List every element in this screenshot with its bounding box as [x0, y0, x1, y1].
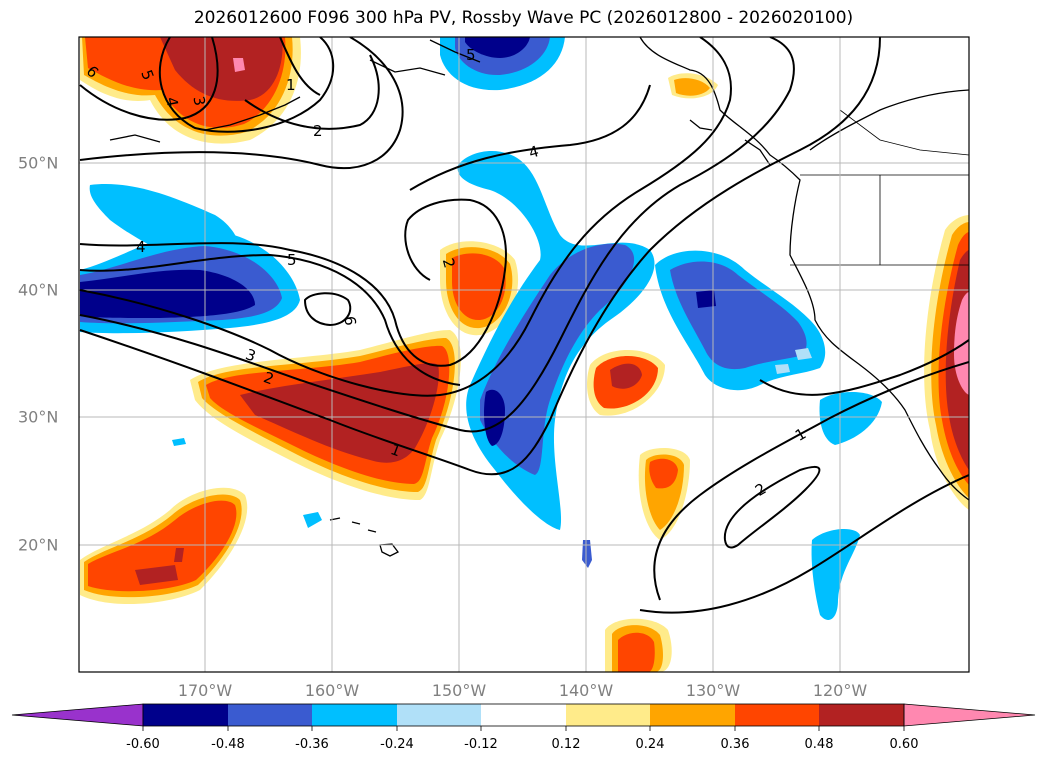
- contour-label: 2: [313, 122, 323, 140]
- map-frame: [78, 36, 970, 673]
- colorbar-tick-label: 0.24: [635, 737, 665, 752]
- lat-label: 40°N: [18, 280, 59, 300]
- colorbar-bin: [397, 704, 481, 726]
- contour-label: 4: [527, 142, 541, 162]
- lon-label: 130°W: [685, 681, 741, 700]
- lon-label: 150°W: [431, 681, 487, 700]
- contour-label: 5: [287, 251, 297, 269]
- colorbar-tick-label: -0.36: [295, 737, 329, 752]
- map-plot-area: 6 5 4 3 1 2 5 4 5 2 6 3 2 1 4 1 2: [79, 37, 969, 672]
- colorbar-bin: [566, 704, 650, 726]
- contour-label: 4: [136, 238, 146, 256]
- colorbar-tick-label: -0.60: [126, 737, 160, 752]
- colorbar-bin: [143, 704, 228, 726]
- border-lines: [790, 109, 969, 266]
- contour-label: 2: [439, 256, 459, 270]
- colorbar-outline: [142, 703, 905, 727]
- colorbar-tick-label: 0.36: [720, 737, 750, 752]
- colorbar: [11, 703, 1036, 731]
- colorbar-bin: [650, 704, 735, 726]
- contour-label: 5: [466, 46, 476, 64]
- colorbar-bin: [312, 704, 397, 726]
- lat-label: 20°N: [18, 535, 59, 555]
- colorbar-tick-label: 0.48: [804, 737, 834, 752]
- contour-label: 4: [162, 96, 181, 109]
- contour-label: 1: [286, 76, 296, 94]
- contour-label: 3: [189, 95, 208, 108]
- lon-label: 140°W: [558, 681, 614, 700]
- colorbar-bin: [819, 704, 904, 726]
- lat-label: 30°N: [18, 407, 59, 427]
- colorbar-tick-label: 0.60: [889, 737, 919, 752]
- colorbar-tick-label: -0.24: [380, 737, 414, 752]
- colorbar-tick-label: -0.12: [464, 737, 498, 752]
- colorbar-tick-label: -0.48: [211, 737, 245, 752]
- colorbar-bin: [481, 704, 566, 726]
- pv-contours: [79, 37, 969, 614]
- lon-label: 120°W: [812, 681, 868, 700]
- colorbar-bin: [228, 704, 312, 726]
- colorbar-tick-label: 0.12: [551, 737, 581, 752]
- colorbar-bin: [735, 704, 819, 726]
- colorbar-extend-low: [11, 703, 144, 727]
- contour-label: 6: [341, 315, 360, 326]
- lon-label: 170°W: [177, 681, 233, 700]
- map-title: 2026012600 F096 300 hPa PV, Rossby Wave …: [193, 8, 854, 28]
- lat-label: 50°N: [18, 153, 59, 173]
- coastlines: [109, 37, 969, 557]
- lon-label: 160°W: [304, 681, 360, 700]
